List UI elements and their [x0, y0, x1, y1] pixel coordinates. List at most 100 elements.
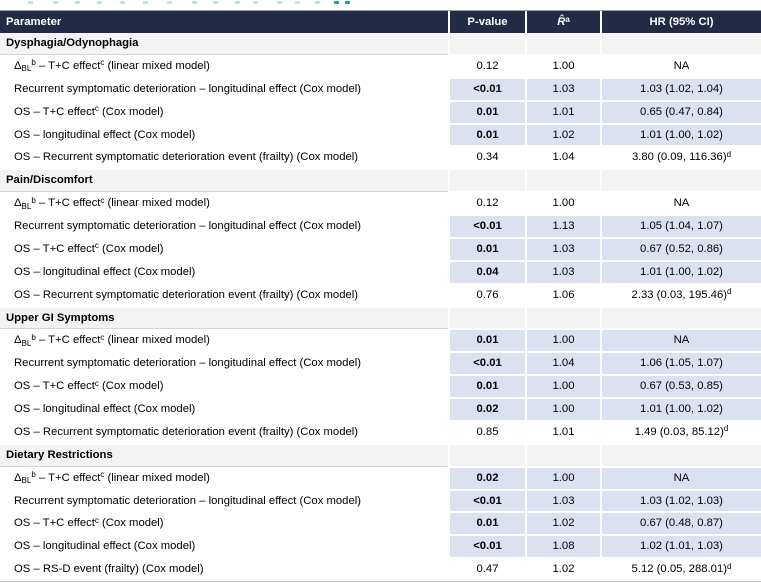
header-hr-ci: HR (95% CI) [600, 11, 761, 33]
param-cell: OS – RS-D event (frailty) (Cox model) [0, 559, 448, 582]
rhat-cell: 1.00 [525, 376, 600, 399]
rhat-cell [525, 307, 600, 331]
param-cell: OS – longitudinal effect (Cox model) [0, 536, 448, 560]
param-cell: OS – T+C effectc (Cox model) [0, 376, 448, 399]
rhat-cell: 1.13 [525, 216, 600, 239]
param-cell: Upper GI Symptoms [0, 307, 448, 330]
table-row: Recurrent symptomatic deterioration – lo… [0, 216, 761, 239]
param-cell: Recurrent symptomatic deterioration – lo… [0, 491, 448, 514]
param-cell: ΔBLb – T+C effectc (linear mixed model) [0, 468, 448, 491]
param-cell: OS – longitudinal effect (Cox model) [0, 125, 448, 148]
section-header-row: Pain/Discomfort [0, 170, 761, 194]
param-cell: OS – Recurrent symptomatic deterioration… [0, 422, 448, 445]
hr-cell: NA [600, 193, 761, 216]
pvalue-cell: 0.01 [448, 238, 525, 262]
pvalue-cell: 0.01 [448, 101, 525, 125]
table-row: OS – T+C effectc (Cox model) 0.01 1.01 0… [0, 101, 761, 125]
hr-cell: 1.03 (1.02, 1.03) [600, 490, 761, 514]
remnant-mark [143, 1, 148, 4]
table-row: OS – T+C effectc (Cox model) 0.01 1.00 0… [0, 376, 761, 399]
param-cell: Recurrent symptomatic deterioration – lo… [0, 79, 448, 102]
pvalue-cell: 0.01 [448, 124, 525, 148]
table-row: OS – Recurrent symptomatic deterioration… [0, 147, 761, 171]
rhat-cell: 1.03 [525, 261, 600, 285]
table-row: Recurrent symptomatic deterioration – lo… [0, 78, 761, 102]
pvalue-cell: 0.34 [448, 147, 525, 171]
table-row: ΔBLb – T+C effectc (linear mixed model) … [0, 467, 761, 491]
hr-cell: 0.67 (0.48, 0.87) [600, 513, 761, 537]
param-cell: OS – longitudinal effect (Cox model) [0, 262, 448, 285]
cropped-title-remnant [0, 0, 761, 10]
rhat-cell: 1.00 [525, 193, 600, 216]
header-rhat: R̂a [525, 11, 600, 33]
hr-cell: 1.02 (1.01, 1.03) [600, 536, 761, 560]
hr-cell: NA [600, 330, 761, 354]
remnant-mark [28, 1, 33, 4]
table-row: OS – longitudinal effect (Cox model) 0.0… [0, 124, 761, 148]
pvalue-cell [448, 170, 525, 194]
hr-cell: 1.06 (1.05, 1.07) [600, 353, 761, 377]
pvalue-cell: 0.12 [448, 193, 525, 216]
rhat-cell: 1.06 [525, 284, 600, 308]
table-row: Recurrent symptomatic deterioration – lo… [0, 353, 761, 377]
hr-cell: NA [600, 467, 761, 491]
pvalue-cell: <0.01 [448, 78, 525, 102]
section-header-row: Upper GI Symptoms [0, 307, 761, 331]
rhat-cell: 1.02 [525, 559, 600, 582]
param-cell: Dietary Restrictions [0, 444, 448, 467]
remnant-mark [253, 1, 258, 4]
header-pvalue: P-value [448, 11, 525, 33]
pvalue-cell: <0.01 [448, 490, 525, 514]
pvalue-cell [448, 307, 525, 331]
param-cell: Dysphagia/Odynophagia [0, 33, 448, 55]
pvalue-cell [448, 33, 525, 56]
remnant-mark [53, 1, 58, 4]
rhat-cell: 1.01 [525, 101, 600, 125]
pvalue-cell: 0.76 [448, 284, 525, 308]
hr-cell: 3.80 (0.09, 116.36)d [600, 147, 761, 171]
remnant-mark [295, 1, 300, 4]
remnant-mark [277, 1, 282, 4]
hr-cell: 5.12 (0.05, 288.01)d [600, 559, 761, 582]
rhat-cell: 1.02 [525, 124, 600, 148]
remnant-mark [97, 1, 102, 4]
pvalue-cell: 0.02 [448, 467, 525, 491]
section-header-row: Dietary Restrictions [0, 444, 761, 468]
param-cell: OS – longitudinal effect (Cox model) [0, 399, 448, 422]
results-table: Parameter P-value R̂a HR (95% CI) Dyspha… [0, 10, 761, 582]
rhat-cell: 1.04 [525, 353, 600, 377]
table-row: OS – RS-D event (frailty) (Cox model) 0.… [0, 559, 761, 582]
table-row: OS – T+C effectc (Cox model) 0.01 1.03 0… [0, 238, 761, 262]
pvalue-cell: <0.01 [448, 536, 525, 560]
table-row: OS – T+C effectc (Cox model) 0.01 1.02 0… [0, 513, 761, 537]
rhat-cell [525, 444, 600, 468]
pvalue-cell: 0.01 [448, 376, 525, 399]
rhat-cell: 1.00 [525, 55, 600, 79]
pvalue-cell: <0.01 [448, 216, 525, 239]
hr-cell [600, 444, 761, 468]
rhat-cell [525, 170, 600, 194]
pvalue-cell: 0.47 [448, 559, 525, 582]
param-cell: OS – Recurrent symptomatic deterioration… [0, 285, 448, 308]
pvalue-cell: 0.01 [448, 330, 525, 354]
table-body: Dysphagia/Odynophagia ΔBLb – T+C effectc… [0, 33, 761, 582]
rhat-cell: 1.03 [525, 238, 600, 262]
rhat-cell: 1.03 [525, 490, 600, 514]
rhat-cell [525, 33, 600, 56]
table-row: OS – longitudinal effect (Cox model) <0.… [0, 536, 761, 560]
param-cell: OS – T+C effectc (Cox model) [0, 102, 448, 125]
hr-cell: 0.67 (0.53, 0.85) [600, 376, 761, 399]
hr-cell: 1.01 (1.00, 1.02) [600, 399, 761, 422]
param-cell: Recurrent symptomatic deterioration – lo… [0, 353, 448, 377]
hr-cell: NA [600, 55, 761, 79]
rhat-cell: 1.02 [525, 513, 600, 537]
param-cell: Pain/Discomfort [0, 170, 448, 193]
pvalue-cell: 0.02 [448, 399, 525, 422]
pvalue-cell: 0.12 [448, 55, 525, 79]
table-row: OS – longitudinal effect (Cox model) 0.0… [0, 399, 761, 422]
table-row: Recurrent symptomatic deterioration – lo… [0, 490, 761, 514]
param-cell: OS – Recurrent symptomatic deterioration… [0, 147, 448, 171]
table-row: OS – longitudinal effect (Cox model) 0.0… [0, 261, 761, 285]
param-cell: ΔBLb – T+C effectc (linear mixed model) [0, 193, 448, 216]
table-row: OS – Recurrent symptomatic deterioration… [0, 284, 761, 308]
